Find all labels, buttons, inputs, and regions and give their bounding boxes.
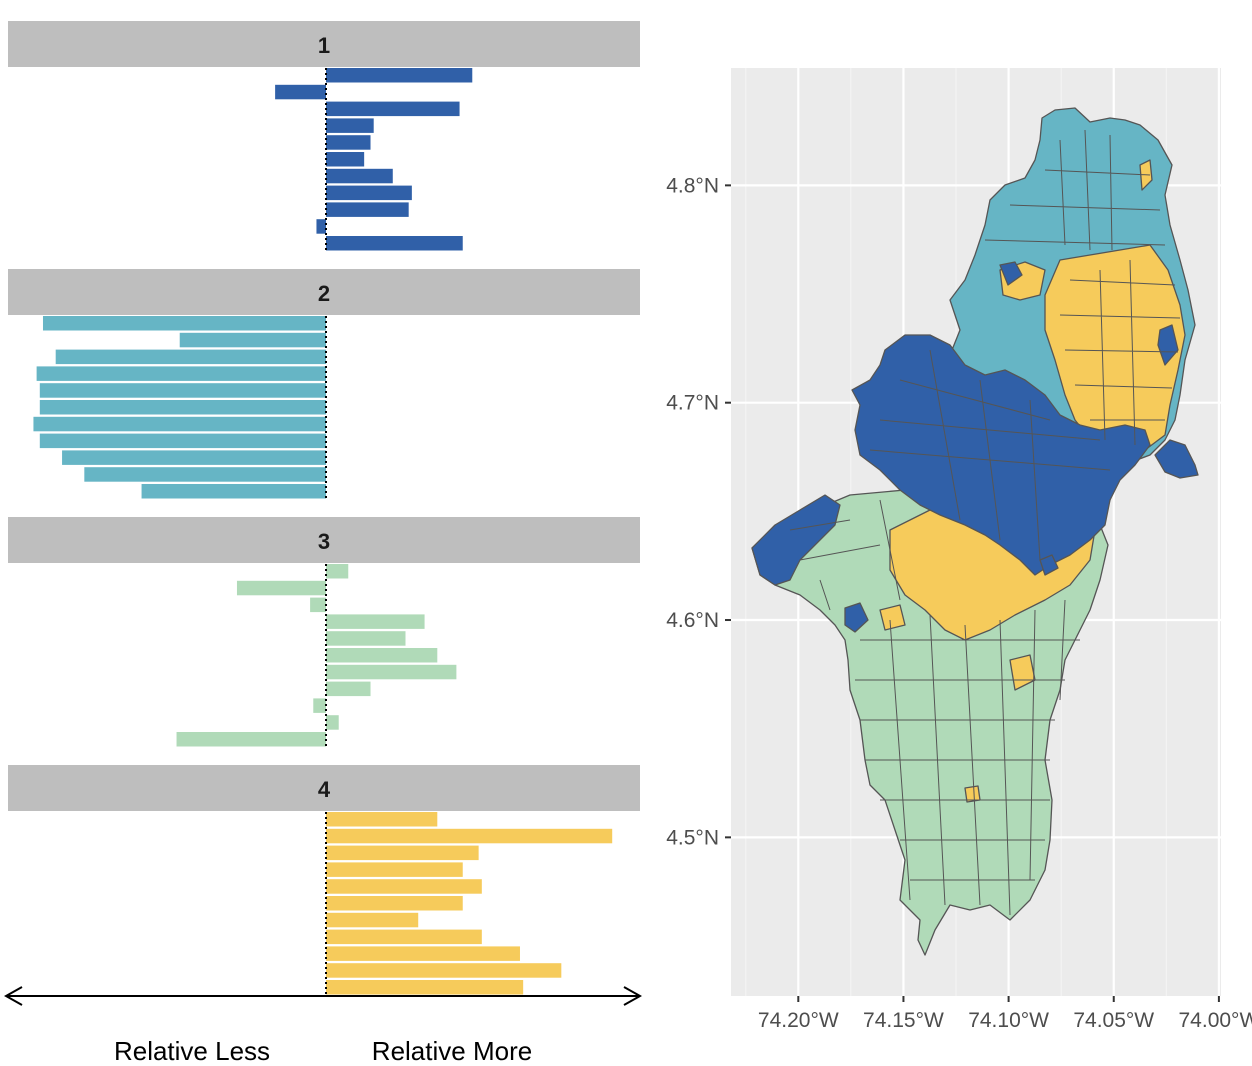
bar [326,879,482,894]
relative-less-label: Relative Less [114,1036,270,1066]
bar [39,433,327,449]
facet-strip-label: 4 [318,777,331,802]
bar [326,631,406,646]
y-tick-label: 4.5°N [666,826,719,849]
y-tick-label: 4.6°N [666,609,719,632]
x-tick-label: 74.10°W [968,1009,1049,1032]
map-y-axis: 4.8°N 4.7°N 4.6°N 4.5°N [666,174,731,849]
bar [326,980,524,995]
bar-panel-2: 2 [8,269,640,501]
bar [39,383,327,398]
bar [275,84,326,100]
x-tick-label: 74.05°W [1073,1009,1154,1032]
map-region-cluster-1-band [851,334,1151,576]
bar-panel-1: 1 [8,21,640,253]
bar [326,168,393,184]
bar [326,118,374,133]
y-tick-label: 4.7°N [666,392,719,415]
map-panel: 74.20°W 74.15°W 74.10°W 74.05°W 74.00°W 4.8°… [666,68,1252,1032]
bar [84,467,326,482]
bar [326,963,562,978]
facet-strip-label: 1 [318,33,330,58]
bar [326,912,419,928]
bar-panels: 1 2 3 4 [8,21,640,997]
bar [326,862,463,877]
bar [326,715,339,730]
bar [326,681,371,697]
bar [316,219,326,234]
bar [141,484,326,499]
bar [62,450,327,465]
bar [326,929,482,945]
bar [179,332,326,348]
bar-panel-3: 3 [8,517,640,749]
bar [310,597,326,613]
map-region-cluster-4-south-a [879,604,906,631]
bar [33,416,326,432]
bar [326,614,425,629]
bar [313,698,326,713]
relative-more-label: Relative More [372,1036,532,1066]
bar [326,648,438,663]
facet-strip [8,21,640,67]
bar [236,580,326,596]
x-tick-label: 74.00°W [1179,1009,1252,1032]
map-region-cluster-1-west [751,494,841,586]
y-tick-label: 4.8°N [666,174,719,197]
facet-strip [8,517,640,563]
map-region-cluster-1-east-lobe [1154,439,1199,479]
bar [42,316,326,331]
map-neighbourhood-boundaries [789,129,1181,916]
bar-panel-4: 4 [8,765,640,997]
facet-strip [8,269,640,315]
map-region-cluster-1-south-b [1039,554,1059,576]
bar [326,564,349,579]
bar [326,664,457,680]
bar [326,135,371,150]
x-tick-label: 74.20°W [758,1009,839,1032]
x-tick-label: 74.15°W [863,1009,944,1032]
facet-strip [8,765,640,811]
map-region-cluster-1-northwest [999,261,1023,286]
bar [326,946,520,961]
map-regions [751,107,1199,956]
bar [39,400,327,415]
bar [326,68,473,83]
bar [326,812,438,827]
bar [326,236,463,251]
map-region-cluster-1-south-a [844,602,869,633]
bar [176,732,326,747]
relative-axis: Relative Less Relative More [6,996,640,1066]
facet-strip-label: 2 [318,281,330,306]
bar [326,828,613,844]
bar [55,349,326,365]
bar [326,185,412,201]
bar [326,202,409,217]
bar [36,366,327,381]
bar [326,101,460,117]
map-region-cluster-1-northeast [1157,324,1179,366]
bar [326,896,463,911]
bar [326,152,365,167]
map-x-axis: 74.20°W 74.15°W 74.10°W 74.05°W 74.00°W [758,996,1252,1032]
bar [326,845,479,861]
facet-strip-label: 3 [318,529,330,554]
